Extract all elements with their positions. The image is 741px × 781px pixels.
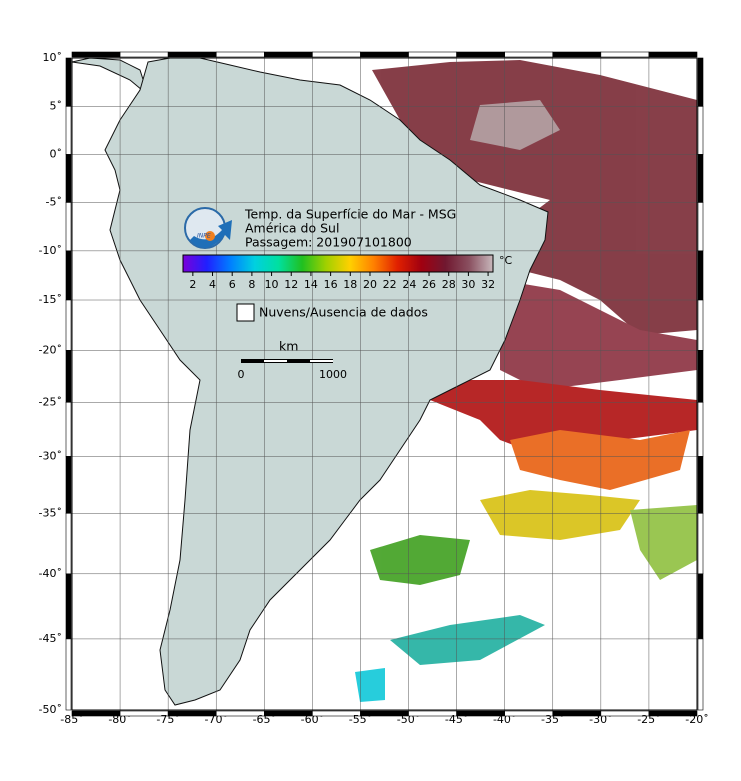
sst-patch-green [370, 535, 470, 585]
frame-bar [552, 51, 602, 58]
colorbar-tick-label: 8 [248, 278, 255, 291]
lat-tick-label: -15˚ [39, 293, 62, 306]
frame-bar [697, 401, 704, 457]
frame-bar [167, 51, 217, 58]
logo-arrow [190, 220, 232, 248]
frame-bar [264, 51, 313, 58]
lat-tick-label: 10˚ [43, 51, 63, 64]
colorbar-tick-label: 32 [481, 278, 495, 291]
frame-bar [65, 350, 72, 403]
frame-bar [697, 638, 704, 711]
frame-bar [312, 51, 361, 58]
scale-label: 0 [238, 368, 245, 381]
frame-bar [65, 299, 72, 351]
colorbar-tick-label: 18 [343, 278, 357, 291]
frame-bar [600, 51, 650, 58]
colorbar-tick-label: 16 [324, 278, 338, 291]
logo-text: INPE [197, 233, 211, 240]
frame-bar [697, 250, 704, 301]
colorbar-tick-label: 24 [402, 278, 416, 291]
frame-bar [65, 401, 72, 457]
colorbar-tick-label: 12 [284, 278, 298, 291]
legend-pass: Passagem: 201907101800 [245, 235, 412, 250]
central-america [71, 57, 149, 97]
frame-bar [648, 710, 698, 717]
lat-tick-label: -10˚ [39, 244, 62, 257]
scale-label: 1000 [319, 368, 347, 381]
lat-tick-label: -25˚ [39, 395, 62, 408]
lat-tick-label: 5˚ [50, 99, 63, 112]
frame-bar [215, 51, 265, 58]
sea-temperature-field [355, 60, 697, 702]
colorbar-unit: °C [499, 254, 513, 267]
sst-patch-warm [372, 60, 697, 335]
frame-bar [65, 154, 72, 203]
frame-bar [65, 638, 72, 711]
sst-patch-teal [390, 615, 545, 665]
colorbar-tick-label: 14 [304, 278, 318, 291]
frame-bar [697, 512, 704, 575]
frame-bar [697, 106, 704, 155]
map-frame [71, 57, 698, 711]
frame-bar [65, 456, 72, 514]
lat-tick-label: -20˚ [39, 343, 62, 356]
colorbar-tick-label: 2 [189, 278, 196, 291]
sst-patch-yellow [480, 490, 640, 540]
graticule: -85˚ -80˚ -75˚ -70˚ -65˚ -60˚ -55˚ -50˚ -45˚ -40˚… [39, 51, 709, 726]
frame-bar [697, 57, 704, 107]
frame-bar [648, 51, 698, 58]
frame-bar [65, 57, 72, 107]
frame-bar [697, 456, 704, 514]
frame-bar [456, 51, 505, 58]
lat-tick-label: -40˚ [39, 567, 62, 580]
frame-bar [65, 106, 72, 155]
frame-bar [65, 573, 72, 640]
lon-tick-label: -20˚ [685, 713, 708, 726]
frame-bar [408, 51, 457, 58]
legend: INPE Temp. da Superfície do Mar - MSG Am… [182, 207, 513, 381]
colorbar-tick-label: 26 [422, 278, 436, 291]
sst-patch-orange [510, 430, 690, 490]
frame-bar [119, 51, 169, 58]
sst-patch-green [630, 505, 697, 580]
colorbar-tick-label: 6 [229, 278, 236, 291]
frame-bar [65, 250, 72, 301]
frame-bar [697, 573, 704, 640]
lat-tick-label: -35˚ [39, 506, 62, 519]
frame-bar [697, 299, 704, 351]
legend-title: Temp. da Superfície do Mar - MSG [244, 207, 456, 222]
frame-bar [504, 51, 554, 58]
frame-bar [65, 512, 72, 575]
colorbar-tick-label: 22 [383, 278, 397, 291]
colorbar [182, 254, 494, 273]
no-data-label: Nuvens/Ausencia de dados [259, 305, 428, 320]
colorbar-tick-label: 4 [209, 278, 216, 291]
sst-patch-cyan [355, 668, 385, 702]
frame-bar [697, 154, 704, 203]
colorbar-tick-label: 28 [442, 278, 456, 291]
frame-bar [65, 202, 72, 252]
lat-tick-label: 0˚ [50, 147, 63, 160]
frame-bar [360, 51, 409, 58]
no-data-swatch [236, 303, 255, 322]
lat-tick-label: -30˚ [39, 449, 62, 462]
scale-bar-segment [264, 360, 287, 362]
sst-patch-warm [470, 100, 560, 150]
frame-bar [697, 350, 704, 403]
sst-patch-red [430, 380, 697, 455]
logo-sun [205, 231, 215, 241]
lat-tick-label: -50˚ [39, 703, 62, 716]
scale-bar-segment [310, 360, 333, 362]
scale-unit: km [279, 339, 298, 354]
colorbar-tick-label: 10 [265, 278, 279, 291]
legend-subtitle: América do Sul [245, 221, 339, 236]
colorbar-tick-label: 20 [363, 278, 377, 291]
frame-bar [71, 51, 121, 58]
colorbar-tick-label: 30 [461, 278, 475, 291]
frame-bar [697, 202, 704, 252]
sst-patch-warm [500, 280, 697, 390]
lat-tick-label: -45˚ [39, 632, 62, 645]
lat-tick-label: -5˚ [46, 195, 62, 208]
